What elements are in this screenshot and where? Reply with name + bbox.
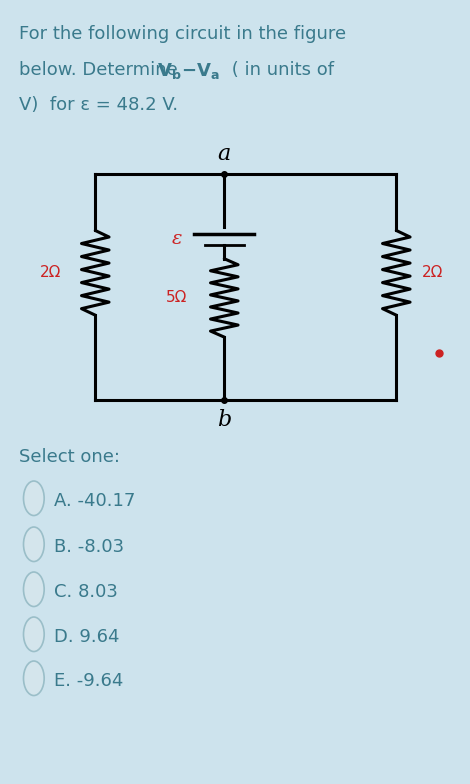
Text: 2Ω: 2Ω [422,265,444,281]
Text: 2Ω: 2Ω [39,265,61,281]
Text: V)  for ε = 48.2 V.: V) for ε = 48.2 V. [19,96,178,114]
Text: E. -9.64: E. -9.64 [54,672,124,690]
Text: 5Ω: 5Ω [166,290,188,306]
Text: ( in units of: ( in units of [226,61,334,79]
Text: D. 9.64: D. 9.64 [54,628,119,646]
Text: $\mathbf{V_b\!-\!V_a}$: $\mathbf{V_b\!-\!V_a}$ [157,61,220,82]
Text: Select one:: Select one: [19,448,120,466]
Text: b: b [217,409,231,431]
Text: a: a [218,143,231,165]
Text: B. -8.03: B. -8.03 [54,538,124,556]
Text: below. Determine: below. Determine [19,61,183,79]
Text: A. -40.17: A. -40.17 [54,492,135,510]
Text: For the following circuit in the figure: For the following circuit in the figure [19,25,346,43]
Text: ε: ε [172,230,182,249]
Text: C. 8.03: C. 8.03 [54,583,118,601]
